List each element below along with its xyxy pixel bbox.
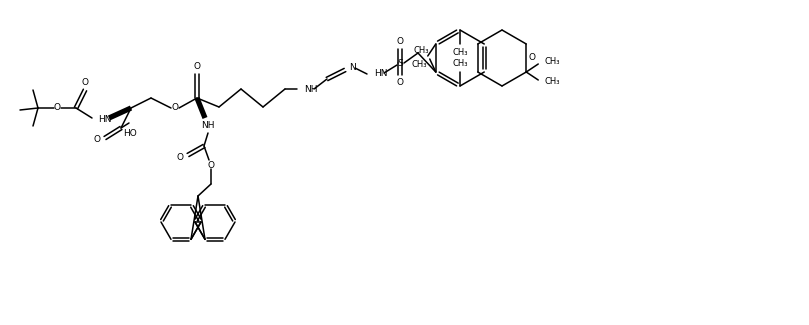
Text: S: S <box>397 58 403 68</box>
Text: O: O <box>172 103 179 112</box>
Text: O: O <box>396 37 404 46</box>
Text: CH₃: CH₃ <box>411 60 427 69</box>
Text: CH₃: CH₃ <box>544 77 560 86</box>
Text: O: O <box>177 152 184 162</box>
Text: HN: HN <box>374 69 388 77</box>
Text: NH: NH <box>201 122 214 131</box>
Text: HN: HN <box>98 115 112 124</box>
Text: O: O <box>94 136 101 145</box>
Text: O: O <box>53 103 61 112</box>
Text: CH₃: CH₃ <box>452 59 468 68</box>
Text: O: O <box>82 78 88 87</box>
Text: O: O <box>207 161 214 170</box>
Text: O: O <box>529 54 536 62</box>
Text: CH₃: CH₃ <box>452 48 468 57</box>
Text: CH₃: CH₃ <box>544 58 560 67</box>
Text: NH: NH <box>304 84 317 94</box>
Text: CH₃: CH₃ <box>413 46 429 55</box>
Text: O: O <box>396 78 404 87</box>
Text: O: O <box>193 62 201 71</box>
Text: N: N <box>349 63 356 72</box>
Text: HO: HO <box>123 129 137 138</box>
